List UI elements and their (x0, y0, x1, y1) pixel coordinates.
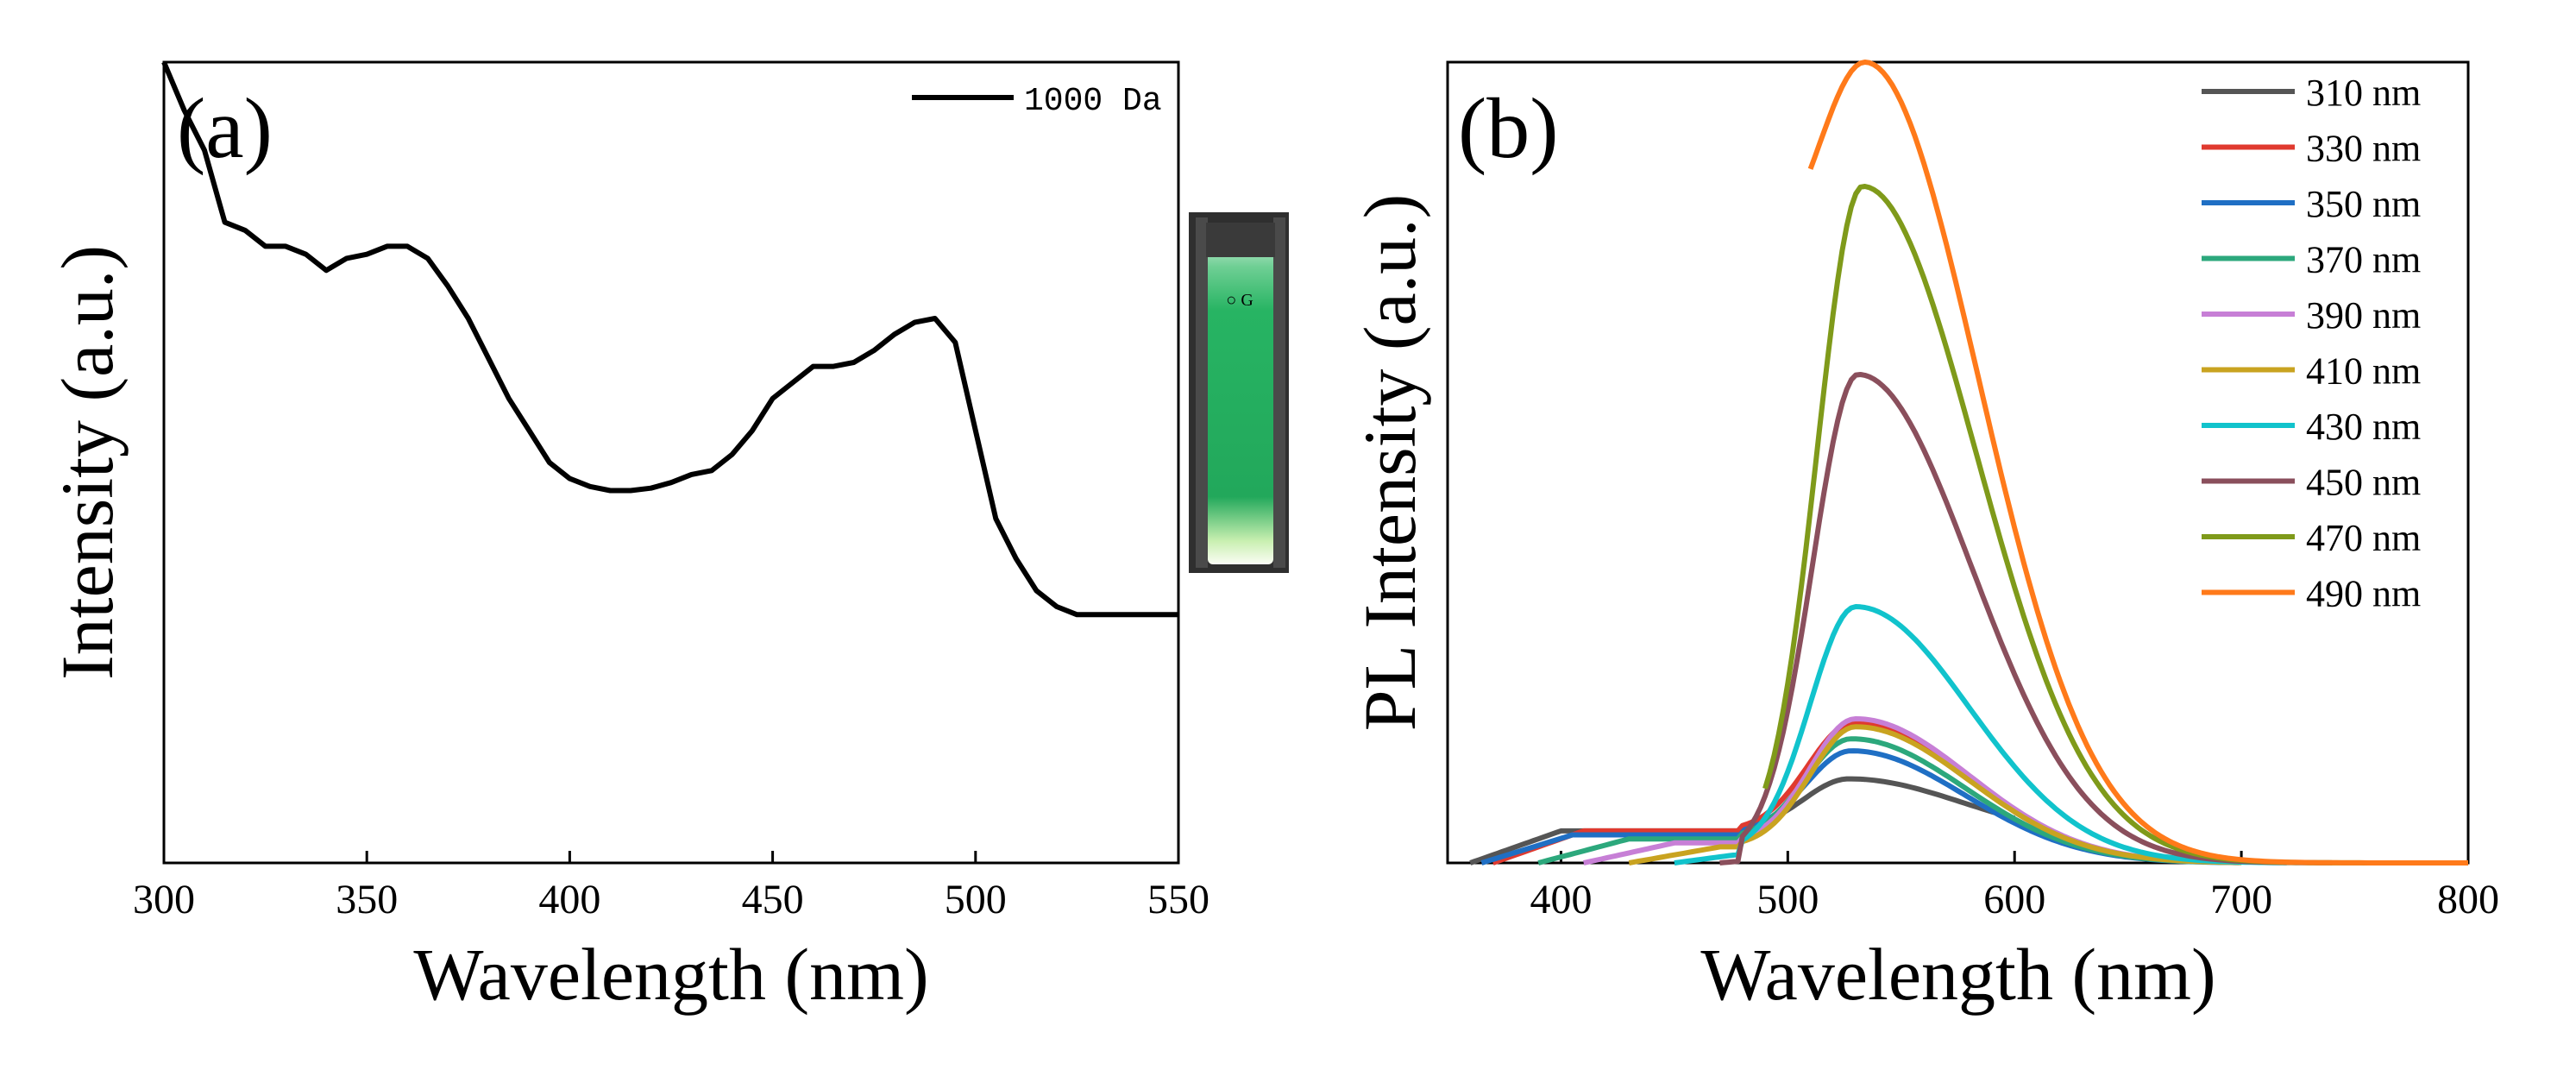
panel-b-legend-label: 330 nm (2306, 128, 2421, 170)
panel-b-legend-label: 310 nm (2306, 72, 2421, 114)
panel-b-series-line-1 (1492, 720, 2242, 866)
panel-b-x-ticks: 400 500 600 700 800 (1530, 851, 2499, 922)
panel-a-legend-label: 1000 Da (1024, 83, 1162, 120)
panel-b-series-line-8 (1762, 184, 2378, 866)
panel-a-legend: 1000 Da (912, 83, 1162, 120)
panel-a-series-line-0 (161, 60, 1178, 618)
x-tick-label: 500 (945, 877, 1007, 922)
x-tick-label: 600 (1983, 877, 2045, 922)
panel-a-y-axis-label: Intensity (a.u.) (46, 245, 129, 680)
panel-a: 300 350 400 450 500 550 (a) Wavelength (nm) I… (46, 60, 1289, 1016)
panel-a-series (161, 60, 1178, 618)
panel-b-series (1469, 60, 2468, 866)
panel-b-legend-label: 410 nm (2306, 350, 2421, 393)
panel-b-legend: 310 nm 330 nm 350 nm 370 nm 390 nm 410 nm 430 … (2202, 72, 2421, 615)
panel-a-x-axis-label: Wavelength (nm) (413, 933, 928, 1016)
panel-b-x-axis-label: Wavelength (nm) (1700, 933, 2215, 1016)
x-tick-label: 550 (1147, 877, 1209, 922)
cuvette-cap (1206, 223, 1275, 257)
panel-a-label: (a) (177, 80, 273, 176)
panel-b-series-line-5 (1628, 724, 2242, 866)
cuvette-glass-edge (1273, 217, 1285, 568)
panel-b-legend-label: 450 nm (2306, 462, 2421, 504)
cuvette-body (1208, 226, 1273, 564)
panel-b-legend-label: 350 nm (2306, 183, 2421, 225)
panel-a-plot-frame (162, 60, 1180, 865)
panel-b-legend-label: 490 nm (2306, 573, 2421, 615)
cuvette-photo: ○ G (1189, 212, 1289, 573)
panel-b-legend-label: 470 nm (2306, 517, 2421, 559)
x-tick-label: 450 (742, 877, 804, 922)
cuvette-label-mark: ○ G (1226, 291, 1253, 310)
x-tick-label: 400 (1530, 877, 1592, 922)
panel-b-series-line-9 (1807, 60, 2468, 866)
x-tick-label: 700 (2210, 877, 2272, 922)
panel-b-y-axis-label: PL Intensity (a.u.) (1348, 194, 1431, 732)
panel-b-plot-frame (1446, 60, 2470, 865)
x-tick-label: 500 (1756, 877, 1819, 922)
panel-b: 400 500 600 700 800 (b) Wavelength (nm) PL I… (1348, 60, 2499, 1016)
x-tick-label: 300 (133, 877, 195, 922)
x-tick-label: 350 (336, 877, 398, 922)
cuvette-glass-edge (1196, 217, 1208, 568)
panel-b-legend-label: 390 nm (2306, 294, 2421, 337)
panel-b-label: (b) (1458, 80, 1559, 176)
panel-a-x-ticks: 300 350 400 450 500 550 (133, 851, 1209, 922)
panel-b-series-line-6 (1674, 604, 2287, 866)
x-tick-label: 400 (538, 877, 600, 922)
panel-b-legend-label: 370 nm (2306, 239, 2421, 281)
x-tick-label: 800 (2437, 877, 2499, 922)
panel-b-legend-label: 430 nm (2306, 406, 2421, 448)
